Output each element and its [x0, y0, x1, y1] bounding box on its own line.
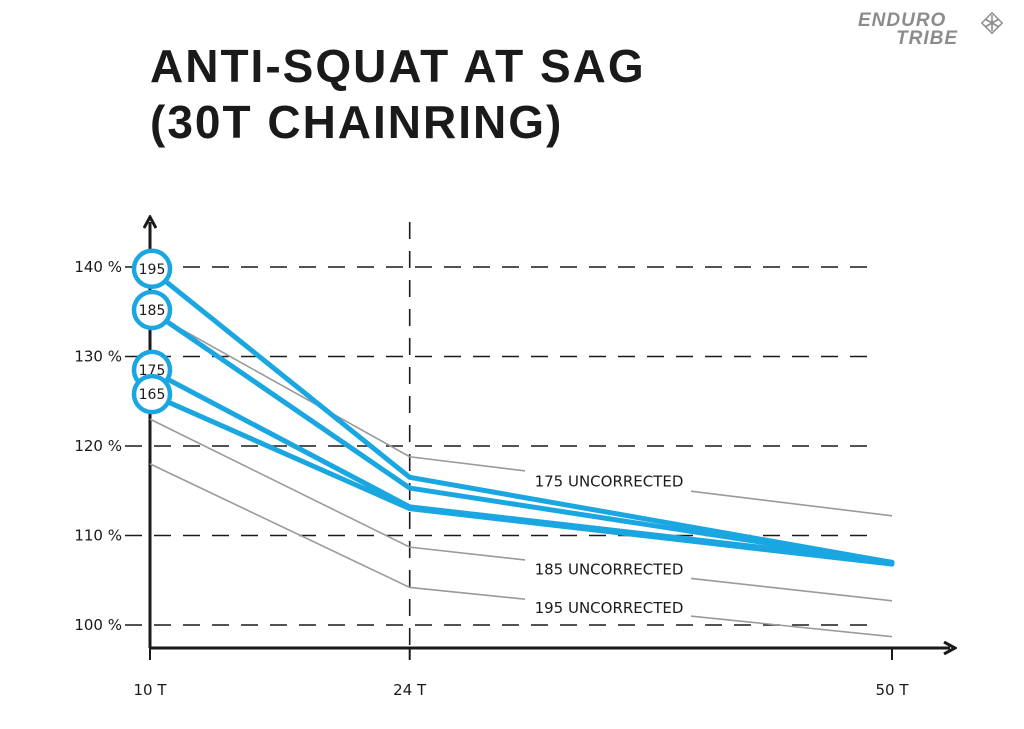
series-line-195: [147, 266, 895, 565]
series-badge-185: [131, 289, 173, 331]
brand-logo-line-2: TRIBE: [896, 28, 958, 49]
x-tick-label: 10 T: [133, 681, 167, 699]
callout-background: [525, 555, 691, 582]
series-badge-label-165: 165: [139, 387, 166, 403]
series-badges: 195 185 175 165: [131, 248, 173, 415]
series-line-165: [147, 391, 895, 567]
series-line-185: [147, 307, 895, 565]
series-label-175-uncorrected: 175 UNCORRECTED: [535, 472, 684, 490]
series-label-195-uncorrected: 195 UNCORRECTED: [535, 599, 684, 617]
series-line-175: [147, 367, 895, 565]
series-line-195-uncorrected: [149, 463, 893, 638]
brand-logo-line-1: ENDURO: [858, 10, 947, 31]
callout-background: [525, 467, 691, 494]
callout-background: [525, 593, 691, 620]
series-badge-195: [131, 248, 173, 290]
corrected-series: [147, 266, 895, 567]
x-tick-label: 24 T: [393, 681, 427, 699]
brand-logo: ENDURO TRIBE: [858, 10, 1003, 50]
y-tick-label: 130 %: [74, 348, 122, 366]
y-tick-label: 140 %: [74, 258, 122, 276]
y-axis-ticks: 100 % 110 % 120 % 130 % 140 %: [74, 258, 122, 634]
chart-title-line-1: ANTI-SQUAT AT SAG: [150, 40, 646, 92]
series-badge-label-185: 185: [139, 303, 166, 319]
y-tick-label: 120 %: [74, 437, 122, 455]
series-badge-165: [131, 373, 173, 415]
series-line-175-uncorrected: [149, 311, 893, 517]
uncorrected-series: 175 UNCORRECTED 185 UNCORRECTED 195 UNCORR…: [149, 311, 893, 638]
series-label-185-uncorrected: 185 UNCORRECTED: [535, 560, 684, 578]
series-line-185-uncorrected: [149, 418, 893, 602]
chart-title-line-2: (30T CHAINRING): [150, 96, 564, 148]
gridlines: [125, 222, 878, 650]
x-axis-ticks: 10 T 24 T 50 T: [133, 648, 909, 699]
x-tick-label: 50 T: [875, 681, 909, 699]
series-badge-label-175: 175: [139, 363, 166, 379]
y-tick-label: 100 %: [74, 616, 122, 634]
y-tick-label: 110 %: [74, 527, 122, 545]
snowflake-icon: [981, 12, 1003, 34]
series-badge-label-195: 195: [139, 262, 166, 278]
chart-title: ANTI-SQUAT AT SAG (30T CHAINRING): [150, 38, 646, 150]
